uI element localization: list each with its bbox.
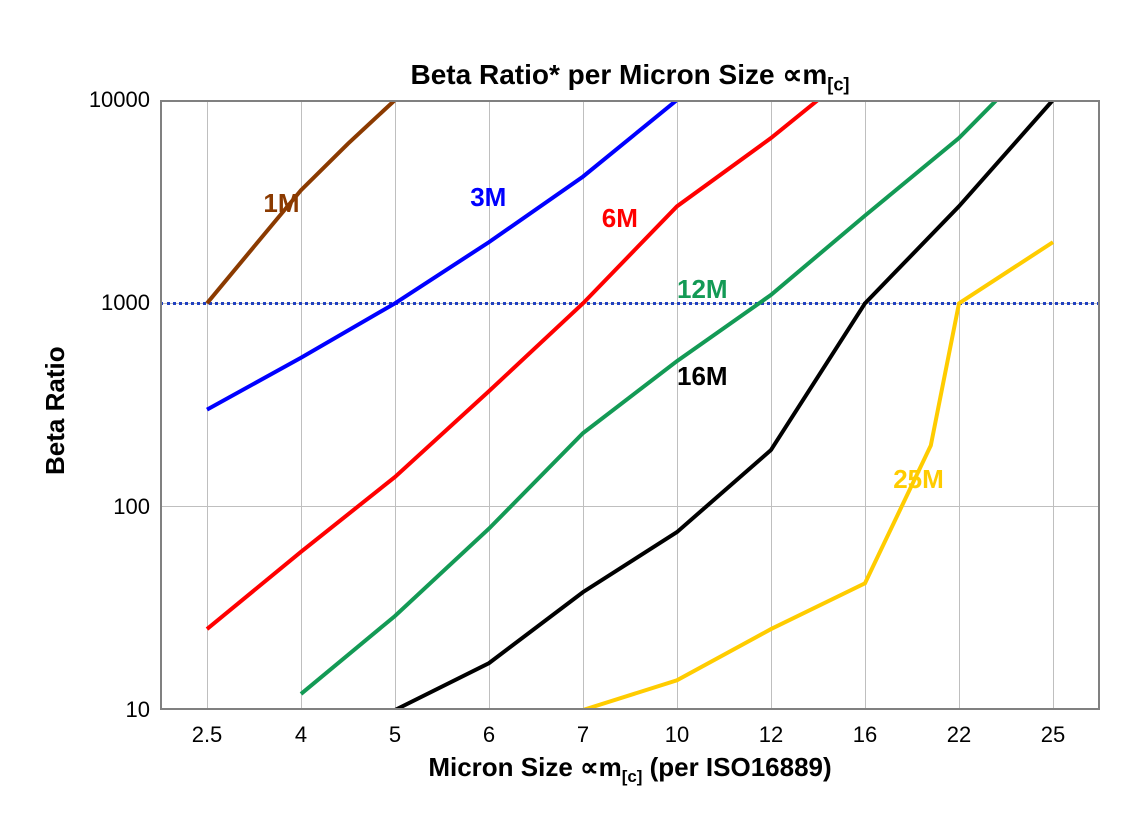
x-tick-label: 25 bbox=[1041, 722, 1065, 748]
y-axis-label: Beta Ratio bbox=[40, 346, 71, 475]
plot-border bbox=[160, 100, 1100, 710]
y-tick-label: 10 bbox=[70, 697, 150, 723]
x-tick-label: 7 bbox=[577, 722, 589, 748]
chart-title: Beta Ratio* per Micron Size ∝m[c] bbox=[160, 58, 1100, 96]
x-tick-label: 6 bbox=[483, 722, 495, 748]
chart-container: { "chart": { "type": "line", "title": "B… bbox=[0, 0, 1146, 818]
y-tick-label: 10000 bbox=[70, 87, 150, 113]
x-axis-label: Micron Size ∝m[c] (per ISO16889) bbox=[160, 752, 1100, 787]
x-tick-label: 12 bbox=[759, 722, 783, 748]
x-tick-label: 5 bbox=[389, 722, 401, 748]
x-tick-label: 10 bbox=[665, 722, 689, 748]
y-tick-label: 1000 bbox=[70, 290, 150, 316]
x-tick-label: 22 bbox=[947, 722, 971, 748]
plot-area: 1M3M6M12M16M25M bbox=[160, 100, 1100, 710]
x-tick-label: 4 bbox=[295, 722, 307, 748]
x-tick-label: 16 bbox=[853, 722, 877, 748]
x-tick-label: 2.5 bbox=[192, 722, 223, 748]
y-tick-label: 100 bbox=[70, 494, 150, 520]
